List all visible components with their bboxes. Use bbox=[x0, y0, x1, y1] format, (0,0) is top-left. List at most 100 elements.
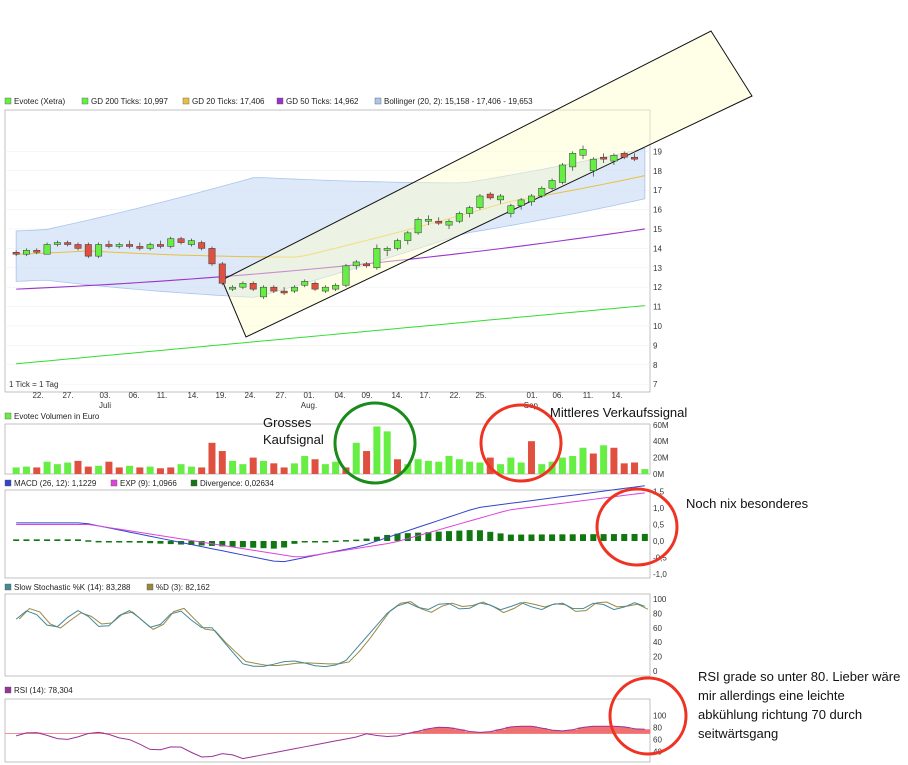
volume-bar bbox=[74, 460, 82, 474]
volume-bar bbox=[558, 457, 566, 474]
gd200-line bbox=[16, 305, 645, 365]
candle bbox=[538, 187, 546, 197]
x-tick: 11. bbox=[157, 391, 168, 400]
volume-y-tick: 20M bbox=[653, 454, 669, 463]
price-y-tick: 10 bbox=[653, 322, 662, 331]
price-legend-3: GD 50 Ticks: 14,962 bbox=[286, 97, 359, 106]
candle bbox=[136, 246, 144, 249]
x-tick: 22. bbox=[449, 391, 460, 400]
rsi-annotation: RSI grade so unter 80. Lieber wäre mir a… bbox=[698, 669, 901, 741]
macd-divergence-bar bbox=[270, 541, 277, 549]
macd-divergence-bar bbox=[415, 532, 422, 541]
volume-bar bbox=[33, 467, 41, 474]
macd-divergence-bar bbox=[126, 541, 133, 543]
candle bbox=[528, 195, 535, 203]
candle bbox=[486, 193, 494, 199]
legend-swatch bbox=[146, 583, 154, 591]
candle bbox=[579, 149, 587, 156]
price-y-tick: 12 bbox=[653, 283, 662, 292]
macd-divergence-bar bbox=[64, 539, 71, 541]
candle bbox=[373, 248, 381, 269]
sell-signal-annotation: Mittleres Verkaufssignal bbox=[550, 405, 688, 420]
legend-swatch bbox=[4, 412, 12, 420]
candle bbox=[33, 250, 41, 253]
rsi-fill bbox=[598, 726, 610, 734]
volume-bar bbox=[569, 455, 577, 474]
stoch-y-tick: 100 bbox=[653, 595, 667, 604]
gd50-line bbox=[16, 228, 645, 290]
rsi-fill bbox=[443, 727, 455, 734]
x-tick: 22. bbox=[32, 391, 43, 400]
price-y-tick: 8 bbox=[653, 361, 658, 370]
candle bbox=[43, 244, 51, 255]
macd-divergence-bar bbox=[332, 540, 339, 543]
rsi-y-tick: 80 bbox=[653, 724, 662, 733]
rsi-fill bbox=[557, 730, 568, 734]
price-y-tick: 9 bbox=[653, 341, 658, 350]
macd-divergence-bar bbox=[198, 541, 205, 546]
volume-y-tick: 60M bbox=[653, 421, 669, 430]
price-y-tick: 18 bbox=[653, 167, 662, 176]
volume-bar bbox=[218, 451, 226, 474]
price-legend-1: GD 200 Ticks: 10,997 bbox=[91, 97, 168, 106]
price-y-tick: 19 bbox=[653, 147, 662, 156]
sell-signal-circle bbox=[479, 403, 563, 483]
volume-bar bbox=[239, 464, 247, 474]
macd-divergence-bar bbox=[446, 531, 453, 541]
stoch-y-tick: 80 bbox=[653, 609, 662, 618]
volume-bar bbox=[641, 469, 649, 474]
stoch-legend-1: %D (3): 82,162 bbox=[156, 583, 210, 592]
rsi-fill bbox=[423, 728, 434, 734]
macd-divergence-bar bbox=[44, 539, 51, 541]
x-month: Juli bbox=[99, 401, 111, 410]
candle bbox=[455, 213, 463, 222]
macd-divergence-bar bbox=[23, 539, 30, 541]
legend-swatch bbox=[182, 97, 190, 105]
volume-bar bbox=[229, 460, 237, 474]
rsi-fill bbox=[516, 726, 527, 734]
macd-y-tick: 1,5 bbox=[653, 488, 665, 497]
candle bbox=[600, 156, 608, 160]
volume-bar bbox=[311, 459, 319, 474]
candle bbox=[558, 164, 566, 183]
macd-divergence-bar bbox=[466, 530, 473, 541]
volume-bar bbox=[466, 461, 474, 474]
volume-legend: Evotec Volumen in Euro bbox=[14, 412, 100, 421]
price-y-tick: 13 bbox=[653, 264, 662, 273]
candle bbox=[208, 248, 216, 265]
volume-bar bbox=[435, 461, 443, 474]
macd-divergence-bar bbox=[518, 534, 525, 541]
candle bbox=[394, 240, 401, 249]
volume-bar bbox=[290, 463, 298, 474]
candle bbox=[177, 238, 185, 243]
candle bbox=[12, 252, 20, 255]
macd-divergence-bar bbox=[291, 541, 298, 544]
macd-legend-2: Divergence: 0,02634 bbox=[200, 479, 274, 488]
macd-divergence-bar bbox=[353, 539, 360, 542]
volume-bar bbox=[167, 467, 175, 474]
price-legend-0: Evotec (Xetra) bbox=[14, 97, 65, 106]
volume-bar bbox=[497, 464, 505, 474]
rsi-fill bbox=[464, 731, 476, 734]
rsi-fill bbox=[474, 732, 486, 734]
bollinger-band bbox=[15, 147, 646, 298]
rsi-fill bbox=[454, 729, 465, 734]
macd-divergence-bar bbox=[219, 541, 226, 547]
rsi-fill bbox=[567, 729, 579, 734]
volume-bar bbox=[404, 464, 412, 474]
macd-divergence-bar bbox=[549, 534, 556, 541]
volume-bar bbox=[414, 459, 422, 474]
x-tick: 04. bbox=[334, 391, 345, 400]
volume-bar bbox=[373, 426, 381, 474]
macd-divergence-bar bbox=[116, 541, 123, 543]
legend-swatch bbox=[81, 97, 89, 105]
candle bbox=[95, 244, 103, 257]
macd-divergence-bar bbox=[456, 530, 463, 541]
volume-bar bbox=[393, 459, 401, 474]
macd-divergence-bar bbox=[559, 534, 566, 541]
macd-divergence-bar bbox=[394, 533, 401, 541]
stoch-k-line bbox=[15, 602, 646, 668]
volume-bar bbox=[363, 451, 371, 474]
x-tick: 14. bbox=[391, 391, 402, 400]
volume-bar bbox=[383, 431, 391, 474]
